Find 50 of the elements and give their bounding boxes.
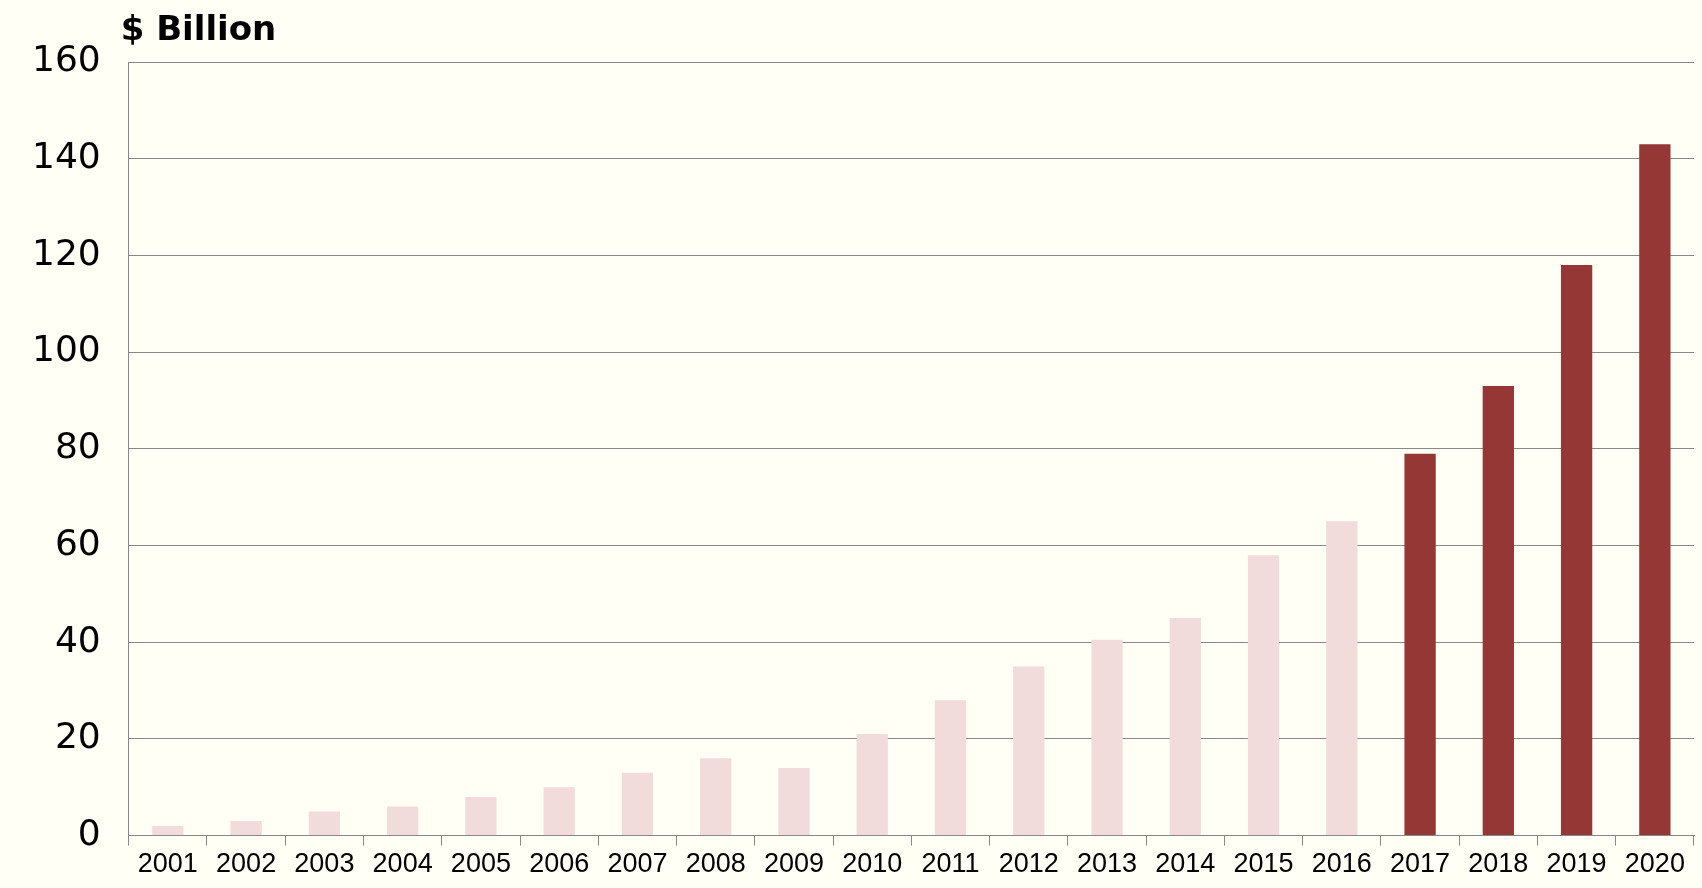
x-tick-label: 2001 [137,848,198,879]
bar [700,758,732,836]
bar [1404,453,1436,836]
x-tick-label: 2010 [842,848,903,879]
x-tick-label: 2015 [1233,848,1294,879]
bar [152,825,184,836]
x-tick-label: 2009 [763,848,824,879]
x-tick-label: 2020 [1624,848,1685,879]
bar [543,787,575,836]
bar [934,700,967,836]
bar [621,772,654,836]
x-tick-label: 2008 [685,848,746,879]
bar [1560,265,1593,836]
y-tick-label: 0 [77,811,101,853]
bar [1639,144,1671,836]
y-tick-label: 80 [54,425,101,467]
bar [1326,521,1358,836]
y-tick-label: 160 [31,38,101,80]
bar [465,796,497,836]
bar [1247,555,1280,836]
x-tick-label: 2018 [1468,848,1529,879]
bar [386,806,419,836]
bar [778,767,810,836]
x-tick-label: 2002 [216,848,277,879]
bar [1482,385,1514,836]
bar [856,734,888,836]
x-tick-label: 2011 [921,848,980,879]
x-tick-label: 2016 [1311,848,1372,879]
y-axis-title: $ Billion [120,7,277,48]
x-tick-label: 2007 [607,848,668,879]
y-tick-label: 140 [31,135,101,177]
x-tick-label: 2005 [450,848,511,879]
x-tick-label: 2014 [1155,848,1216,879]
y-tick-label: 20 [54,715,101,757]
y-tick-label: 60 [54,521,101,563]
y-tick-label: 100 [31,328,101,370]
bar [308,811,341,836]
y-tick-label: 40 [54,618,101,660]
x-tick-label: 2004 [372,848,433,879]
bar [1091,639,1123,836]
x-tick-label: 2006 [529,848,590,879]
x-tick-label: 2019 [1546,848,1607,879]
y-tick-label: 120 [31,231,101,273]
bar [1169,618,1201,836]
x-tick-label: 2012 [998,848,1059,879]
x-tick-label: 2017 [1390,848,1451,879]
x-tick-label: 2013 [1076,848,1138,879]
x-tick-label: 2003 [294,848,355,879]
bar [1013,666,1045,836]
bar [230,821,262,836]
